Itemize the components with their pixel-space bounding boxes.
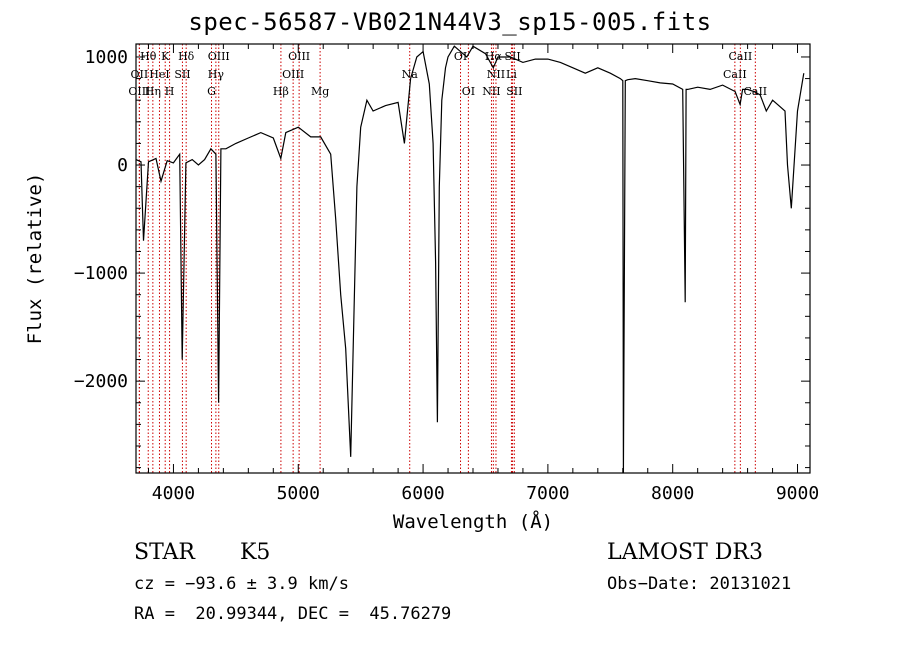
y-tick-label: −2000 <box>74 371 128 392</box>
plot-frame <box>135 43 811 474</box>
y-tick-label: 0 <box>117 155 128 176</box>
line-marker-label: SII <box>174 68 190 81</box>
ra-dec-coordinates: RA = 20.99344, DEC = 45.76279 <box>134 604 452 624</box>
line-marker-label: OI <box>462 85 475 98</box>
line-marker-label: OIII <box>128 85 150 98</box>
line-marker-label: OII <box>131 68 149 81</box>
spectral-subclass: K5 <box>240 540 271 565</box>
object-type: STAR <box>134 540 195 565</box>
line-marker-label: Hβ <box>273 85 289 98</box>
y-axis-ticks: −2000 −1000 0 1000 <box>74 47 810 469</box>
emission-line-markers <box>138 44 756 473</box>
line-marker-label: Mg <box>311 85 329 98</box>
line-marker-label: H <box>165 85 175 98</box>
line-marker-label: CaII <box>729 50 753 63</box>
line-marker-label: Hγ <box>208 68 225 81</box>
redshift-cz: cz = −93.6 ± 3.9 km/s <box>134 574 349 594</box>
line-marker-label: Li <box>506 68 517 81</box>
survey-name: LAMOST DR3 <box>607 540 763 565</box>
line-marker-label: OIII <box>282 68 304 81</box>
line-marker-label: NII <box>482 85 500 98</box>
line-marker-label: OIII <box>208 50 230 63</box>
line-marker-label: Na <box>402 68 419 81</box>
y-axis-label: Flux (relative) <box>24 173 46 345</box>
line-marker-label: K <box>161 50 170 63</box>
line-marker-label: OIII <box>288 50 310 63</box>
x-axis-label: Wavelength (Å) <box>393 510 553 533</box>
line-marker-label: Hδ <box>178 50 195 63</box>
line-marker-label: OI <box>454 50 467 63</box>
y-tick-label: 1000 <box>85 47 128 68</box>
line-marker-label: CaII <box>723 68 747 81</box>
observation-date: Obs−Date: 20131021 <box>607 574 792 594</box>
x-tick-label: 5000 <box>277 483 320 504</box>
line-marker-label: Hθ <box>140 50 157 63</box>
line-marker-label: SII <box>506 85 522 98</box>
spectrum-line <box>135 45 805 474</box>
y-tick-label: −1000 <box>74 263 128 284</box>
x-tick-label: 8000 <box>651 483 694 504</box>
line-marker-label: HeI <box>149 68 169 81</box>
x-axis-ticks: 4000 5000 6000 7000 8000 9000 <box>147 44 819 504</box>
x-tick-label: 6000 <box>401 483 444 504</box>
emission-line-labels: Hθ OII OIII K HeI Hη Hδ SII H OIII Hγ G OIII OIII Hβ Mg… <box>128 50 767 98</box>
line-marker-label: NII <box>487 68 505 81</box>
x-tick-label: 9000 <box>776 483 819 504</box>
chart-title: spec-56587-VB021N44V3_sp15-005.fits <box>188 8 712 36</box>
x-tick-label: 4000 <box>152 483 195 504</box>
x-tick-label: 7000 <box>526 483 569 504</box>
line-marker-label: CaII <box>743 85 767 98</box>
line-marker-label: Hη <box>145 85 161 98</box>
line-marker-label: G <box>207 85 216 98</box>
